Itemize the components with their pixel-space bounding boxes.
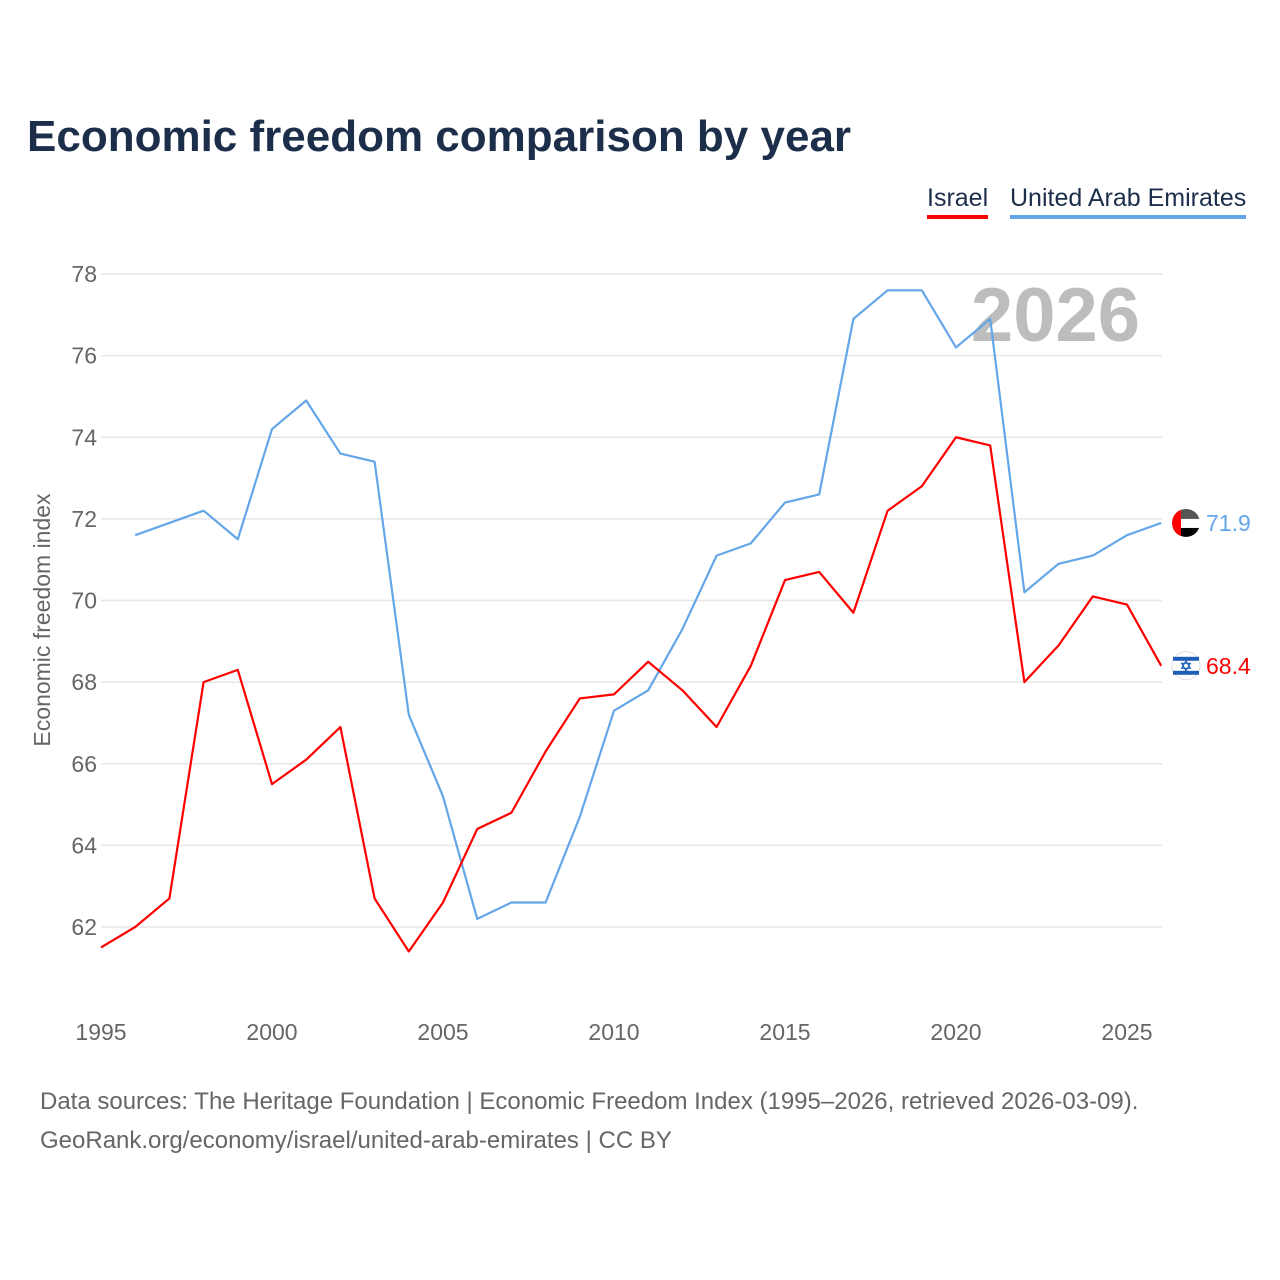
x-tick-label: 2005 [417, 1019, 468, 1045]
data-point[interactable] [201, 679, 207, 685]
data-point[interactable] [1158, 520, 1164, 526]
data-point[interactable] [714, 553, 720, 559]
data-point[interactable] [611, 691, 617, 697]
data-point[interactable] [166, 895, 172, 901]
data-point[interactable] [885, 508, 891, 514]
data-point[interactable] [645, 659, 651, 665]
data-point[interactable] [1056, 642, 1062, 648]
footer-sources: Data sources: The Heritage Foundation | … [40, 1088, 1139, 1115]
y-tick-label: 68 [71, 669, 97, 695]
x-tick-label: 2015 [759, 1019, 810, 1045]
data-point[interactable] [1090, 593, 1096, 599]
data-point[interactable] [816, 491, 822, 497]
x-tick-label: 2000 [246, 1019, 297, 1045]
data-point[interactable] [953, 344, 959, 350]
data-point[interactable] [987, 442, 993, 448]
data-point[interactable] [269, 426, 275, 432]
data-point[interactable] [919, 287, 925, 293]
data-point[interactable] [885, 287, 891, 293]
y-tick-label: 78 [71, 261, 97, 287]
y-tick-label: 72 [71, 506, 97, 532]
data-point[interactable] [235, 536, 241, 542]
data-point[interactable] [303, 757, 309, 763]
y-tick-label: 66 [71, 751, 97, 777]
chart-title: Economic freedom comparison by year [27, 112, 852, 161]
data-point[interactable] [1124, 602, 1130, 608]
data-point[interactable] [269, 781, 275, 787]
data-point[interactable] [782, 500, 788, 506]
y-tick-label: 74 [71, 424, 97, 450]
data-point[interactable] [1021, 589, 1027, 595]
y-tick-label: 76 [71, 343, 97, 369]
israel-flag-icon [1171, 651, 1201, 681]
data-point[interactable] [98, 944, 104, 950]
end-value-label: 71.9 [1206, 510, 1251, 536]
data-point[interactable] [782, 577, 788, 583]
data-point[interactable] [645, 687, 651, 693]
data-point[interactable] [132, 532, 138, 538]
y-tick-label: 62 [71, 914, 97, 940]
data-point[interactable] [1124, 532, 1130, 538]
data-point[interactable] [1056, 561, 1062, 567]
data-point[interactable] [440, 900, 446, 906]
data-point[interactable] [1021, 679, 1027, 685]
data-point[interactable] [372, 459, 378, 465]
data-point[interactable] [850, 316, 856, 322]
data-point[interactable] [748, 540, 754, 546]
data-point[interactable] [132, 924, 138, 930]
data-point[interactable] [987, 316, 993, 322]
data-point[interactable] [474, 916, 480, 922]
end-value-label: 68.4 [1206, 653, 1251, 679]
data-point[interactable] [1090, 553, 1096, 559]
y-tick-label: 70 [71, 588, 97, 614]
series-line-uae[interactable] [134, 289, 1162, 920]
data-point[interactable] [714, 724, 720, 730]
x-tick-label: 2020 [930, 1019, 981, 1045]
x-tick-label: 2010 [588, 1019, 639, 1045]
data-point[interactable] [337, 451, 343, 457]
data-point[interactable] [372, 895, 378, 901]
data-point[interactable] [508, 810, 514, 816]
legend-uae[interactable]: United Arab Emirates [1010, 184, 1247, 219]
y-tick-label: 64 [71, 832, 97, 858]
x-tick-label: 1995 [75, 1019, 126, 1045]
data-point[interactable] [508, 900, 514, 906]
data-point[interactable] [201, 508, 207, 514]
data-point[interactable] [235, 667, 241, 673]
data-point[interactable] [303, 398, 309, 404]
footer-credit[interactable]: GeoRank.org/economy/israel/united-arab-e… [40, 1127, 672, 1154]
data-point[interactable] [850, 610, 856, 616]
data-point[interactable] [406, 948, 412, 954]
data-point[interactable] [406, 712, 412, 718]
data-point[interactable] [679, 687, 685, 693]
data-point[interactable] [543, 900, 549, 906]
data-point[interactable] [748, 663, 754, 669]
data-point[interactable] [611, 708, 617, 714]
data-point[interactable] [679, 626, 685, 632]
y-axis-label: Economic freedom index [29, 493, 55, 747]
year-watermark: 2026 [971, 273, 1140, 358]
data-point[interactable] [816, 569, 822, 575]
data-point[interactable] [953, 434, 959, 440]
data-point[interactable] [577, 814, 583, 820]
data-point[interactable] [166, 520, 172, 526]
uae-flag-icon [1172, 508, 1200, 537]
series-line-israel[interactable] [100, 436, 1163, 953]
data-point[interactable] [440, 793, 446, 799]
data-point[interactable] [543, 749, 549, 755]
data-point[interactable] [474, 826, 480, 832]
legend-israel[interactable]: Israel [927, 184, 989, 219]
x-tick-label: 2025 [1101, 1019, 1152, 1045]
data-point[interactable] [577, 695, 583, 701]
data-point[interactable] [1158, 663, 1164, 669]
data-point[interactable] [919, 483, 925, 489]
data-point[interactable] [337, 724, 343, 730]
